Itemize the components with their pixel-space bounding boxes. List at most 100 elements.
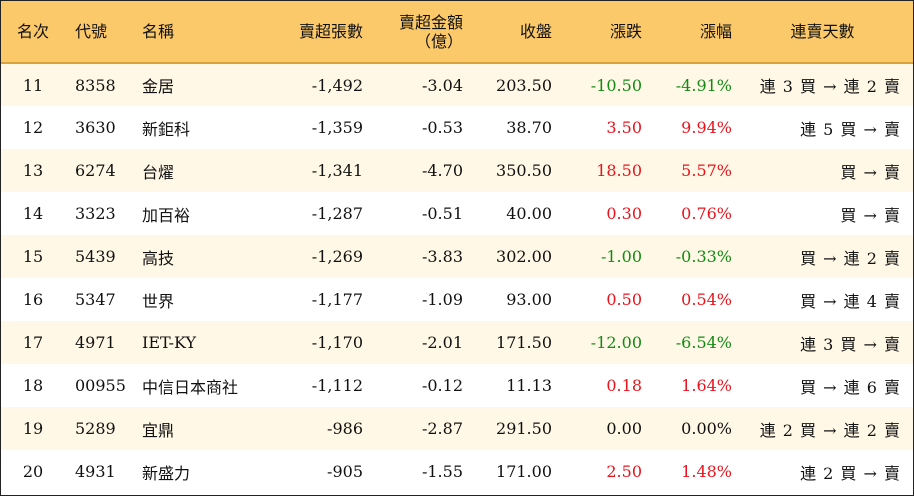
change-pct-cell: 9.94% — [681, 118, 732, 137]
close-price-cell: 171.50 — [496, 333, 552, 352]
header-rank: 名次 — [16, 22, 49, 41]
change-cell: 18.50 — [596, 161, 642, 180]
header-sell-lots: 賣超張數 — [298, 22, 363, 41]
sell-amount-cell: -3.83 — [421, 247, 463, 266]
close-price-cell: 350.50 — [496, 161, 552, 180]
code-cell: 5347 — [75, 290, 116, 309]
change-cell: 3.50 — [606, 118, 642, 137]
header-row: 名次 代號 名稱 賣超張數 賣超金額 （億） 收盤 漲跌 漲幅 連賣天數 — [1, 1, 913, 63]
consecutive-days-cell: 買 → 連 4 賣 — [800, 291, 901, 311]
name-cell: IET-KY — [142, 333, 197, 352]
name-cell: 宜鼎 — [142, 420, 175, 440]
consecutive-days-cell: 買 → 連 2 賣 — [800, 248, 901, 268]
close-price-cell: 38.70 — [506, 118, 552, 137]
change-cell: -1.00 — [600, 247, 642, 266]
name-cell: 加百裕 — [142, 205, 191, 225]
code-cell: 8358 — [75, 75, 116, 95]
code-cell: 5289 — [75, 419, 116, 438]
change-cell: -12.00 — [590, 333, 642, 352]
sell-amount-cell: -4.70 — [421, 161, 463, 180]
change-pct-cell: -6.54% — [675, 333, 732, 352]
code-cell: 4971 — [75, 333, 116, 352]
header-change: 漲跌 — [609, 22, 642, 41]
table-row: 20 4931 新盛力 -905 -1.55 171.00 2.50 1.48% 連 2 買 →… — [1, 450, 913, 493]
consecutive-days-cell: 連 5 買 → 賣 — [800, 119, 901, 139]
sell-lots-cell: -1,170 — [311, 333, 363, 352]
sell-lots-cell: -1,112 — [311, 376, 363, 395]
sell-lots-cell: -1,492 — [311, 75, 363, 95]
sell-lots-cell: -986 — [327, 419, 363, 438]
rank-cell: 18 — [22, 376, 44, 395]
close-price-cell: 302.00 — [496, 247, 552, 266]
rank-cell: 14 — [22, 204, 44, 223]
rank-cell: 11 — [22, 75, 44, 95]
table-row: 13 6274 台燿 -1,341 -4.70 350.50 18.50 5.57% 買 → 賣 — [1, 149, 913, 192]
change-pct-cell: -4.91% — [675, 75, 732, 95]
rank-cell: 19 — [22, 419, 44, 438]
name-cell: 新盛力 — [142, 463, 191, 483]
consecutive-days-cell: 連 3 買 → 賣 — [800, 334, 901, 354]
name-cell: 中信日本商社 — [142, 377, 239, 397]
header-close: 收盤 — [519, 22, 552, 41]
close-price-cell: 291.50 — [496, 419, 552, 438]
code-cell: 00955 — [75, 376, 126, 395]
change-cell: 0.50 — [606, 290, 642, 309]
rank-cell: 12 — [22, 118, 44, 137]
rank-cell: 17 — [22, 333, 44, 352]
change-cell: 0.30 — [606, 204, 642, 223]
change-pct-cell: 0.54% — [681, 290, 732, 309]
change-pct-cell: 0.00% — [681, 419, 732, 438]
change-cell: 2.50 — [606, 462, 642, 481]
sell-amount-cell: -2.87 — [421, 419, 463, 438]
table-row: 15 5439 高技 -1,269 -3.83 302.00 -1.00 -0.33% 買 → … — [1, 235, 913, 278]
consecutive-days-cell: 買 → 賣 — [840, 205, 901, 225]
code-cell: 6274 — [75, 161, 116, 180]
header-code: 代號 — [75, 22, 108, 41]
sell-amount-cell: -0.51 — [421, 204, 463, 223]
close-price-cell: 93.00 — [506, 290, 552, 309]
sell-amount-cell: -1.09 — [421, 290, 463, 309]
name-cell: 新鉅科 — [142, 119, 191, 139]
change-cell: 0.18 — [606, 376, 642, 395]
code-cell: 3630 — [75, 118, 116, 137]
name-cell: 高技 — [142, 248, 175, 268]
consecutive-days-cell: 連 2 買 → 賣 — [800, 463, 901, 483]
name-cell: 台燿 — [142, 162, 175, 182]
rank-cell: 15 — [22, 247, 44, 266]
code-cell: 3323 — [75, 204, 116, 223]
header-name: 名稱 — [142, 22, 175, 41]
change-pct-cell: 0.76% — [681, 204, 732, 223]
consecutive-days-cell: 連 3 買 → 連 2 賣 — [759, 77, 901, 96]
sell-lots-cell: -905 — [327, 462, 363, 481]
code-cell: 5439 — [75, 247, 116, 266]
rank-cell: 20 — [22, 462, 44, 481]
header-consecutive-days: 連賣天數 — [790, 22, 855, 41]
close-price-cell: 203.50 — [496, 75, 552, 95]
change-cell: -10.50 — [590, 75, 642, 95]
change-pct-cell: 1.48% — [681, 462, 732, 481]
sell-lots-cell: -1,177 — [311, 290, 363, 309]
consecutive-days-cell: 買 → 連 6 賣 — [800, 377, 901, 397]
name-cell: 世界 — [142, 291, 175, 311]
table-body: 11 8358 金居 -1,492 -3.04 203.50 -10.50 -4.91% 連 3… — [1, 63, 913, 493]
table-row: 11 8358 金居 -1,492 -3.04 203.50 -10.50 -4.91% 連 3… — [1, 63, 913, 106]
sell-lots-cell: -1,269 — [311, 247, 363, 266]
rank-cell: 13 — [22, 161, 44, 180]
header-sell-amount-line2: （億） — [414, 31, 463, 51]
change-cell: 0.00 — [606, 419, 642, 438]
close-price-cell: 40.00 — [506, 204, 552, 223]
close-price-cell: 171.00 — [496, 462, 552, 481]
table-row: 19 5289 宜鼎 -986 -2.87 291.50 0.00 0.00% 連 2 買 → … — [1, 407, 913, 450]
sell-amount-cell: -2.01 — [421, 333, 463, 352]
consecutive-days-cell: 買 → 賣 — [840, 162, 901, 182]
header-change-pct: 漲幅 — [699, 22, 732, 41]
change-pct-cell: 1.64% — [681, 376, 732, 395]
sell-lots-cell: -1,287 — [311, 204, 363, 223]
table-row: 17 4971 IET-KY -1,170 -2.01 171.50 -12.00 -6.54… — [1, 321, 913, 364]
table-row: 12 3630 新鉅科 -1,359 -0.53 38.70 3.50 9.94% 連 5 買 … — [1, 106, 913, 149]
table-row: 16 5347 世界 -1,177 -1.09 93.00 0.50 0.54% 買 → 連 4… — [1, 278, 913, 321]
change-pct-cell: -0.33% — [675, 247, 732, 266]
close-price-cell: 11.13 — [506, 376, 552, 395]
header-sell-amount-line1: 賣超金額 — [398, 12, 463, 32]
